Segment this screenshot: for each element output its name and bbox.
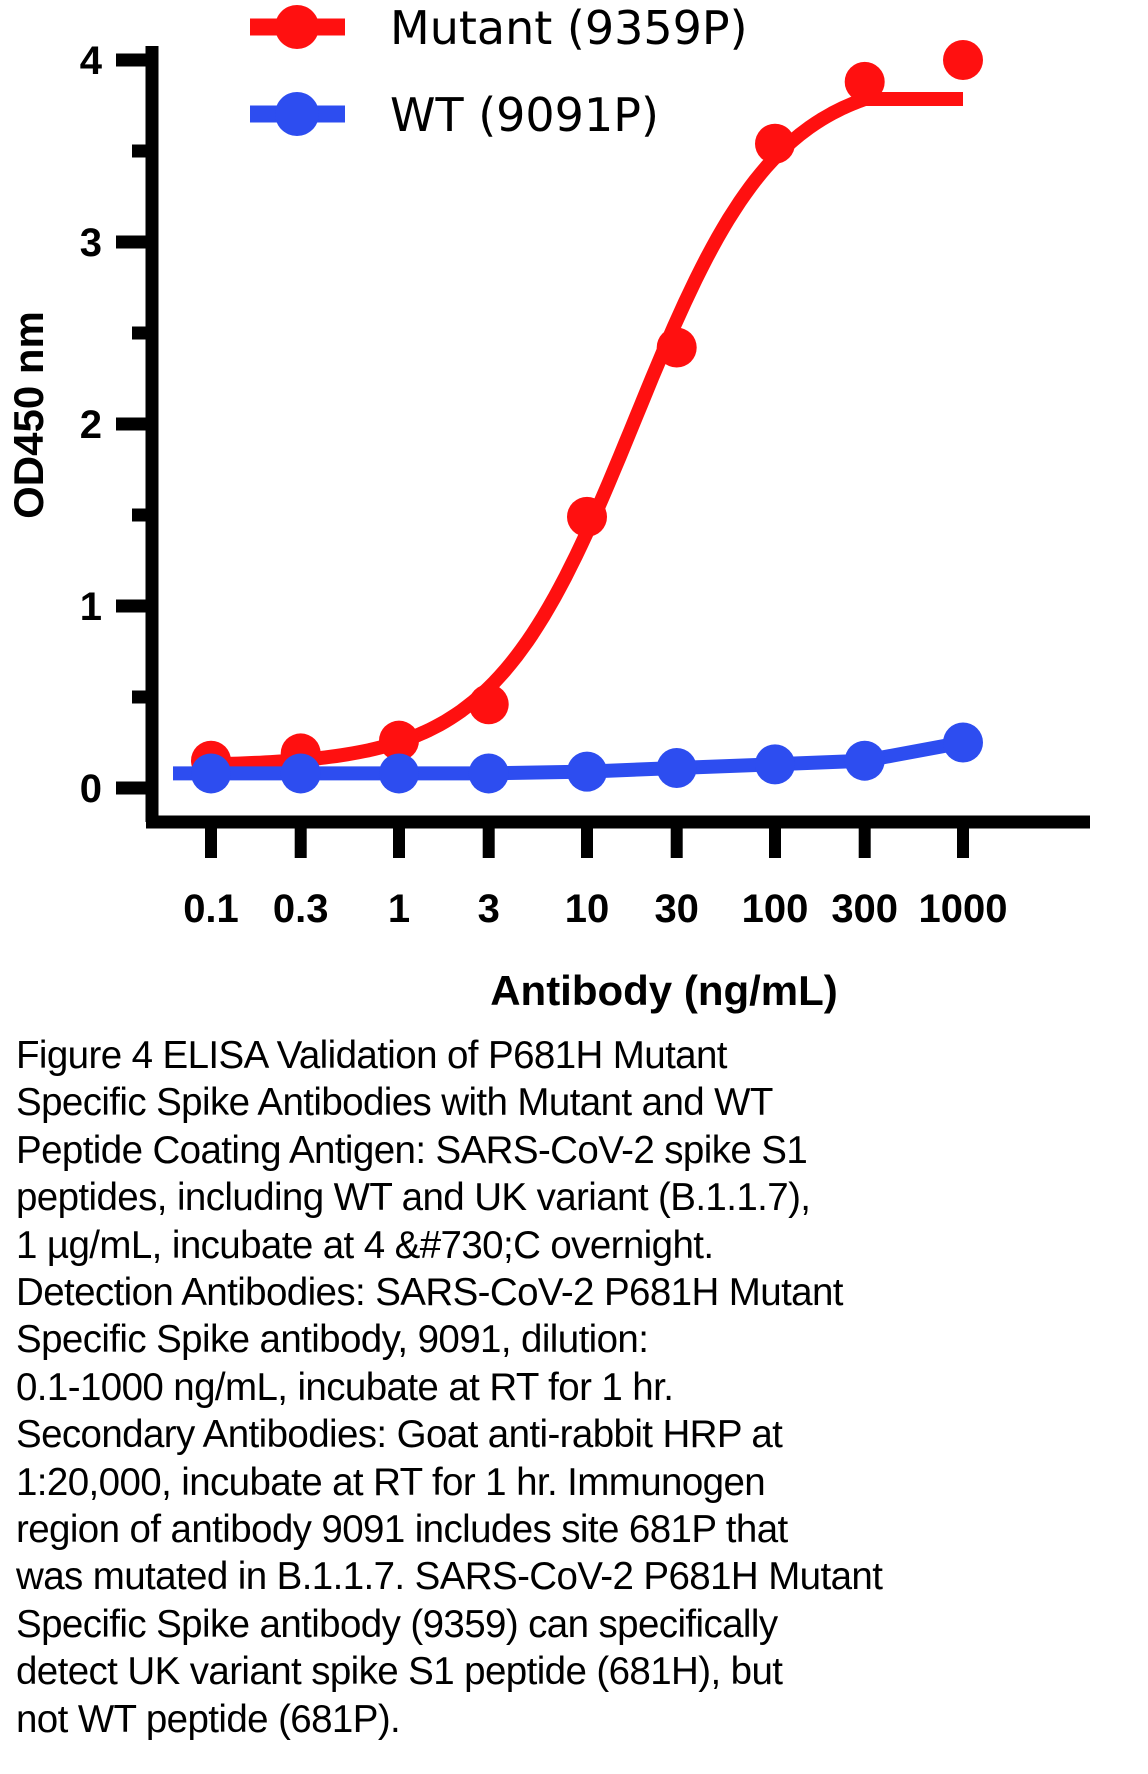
caption-line: not WT peptide (681P). [16,1697,401,1741]
mutant-data-point [943,40,983,80]
mutant-data-point [468,684,509,725]
elisa-chart: 0 1 2 3 4 0.1 0.3 1 3 10 30 100 300 1000 OD450 nm An… [5,1,1090,1014]
x-tick-label: 300 [831,887,898,931]
y-tick-label: 3 [80,221,102,265]
x-tick-label: 100 [742,887,809,931]
figure-caption: Figure 4 ELISA Validation of P681H Mutan… [16,1032,1136,1743]
wt-data-point [280,753,321,794]
y-tick-label: 0 [80,767,102,811]
x-axis-title: Antibody (ng/mL) [490,967,838,1014]
mutant-fit-curve [209,92,963,772]
caption-line: Figure 4 ELISA Validation of P681H Mutan… [16,1034,728,1077]
wt-line [173,735,965,781]
x-tick-label: 1000 [919,887,1008,931]
y-tick-label: 4 [80,39,103,83]
mutant-data-point [379,720,419,761]
legend-marker-mutant [275,5,319,49]
x-tick-label: 10 [565,887,610,931]
x-tick-label: 3 [478,887,500,931]
caption-line: Specific Spike Antibodies with Mutant an… [16,1081,773,1125]
caption-line: 1:20,000, incubate at RT for 1 hr. Immun… [16,1460,766,1504]
caption-line: Specific Spike antibody (9359) can speci… [16,1602,778,1646]
caption-line: 1 µg/mL, incubate at 4 &#730;C overnight… [16,1223,714,1267]
legend-label-wt: WT (9091P) [390,88,659,142]
wt-data-point [755,744,795,785]
legend-item-wt: WT (9091P) [250,88,659,142]
axes [145,46,1090,829]
caption-line: detect UK variant spike S1 peptide (681H… [16,1650,783,1694]
y-axis-title: OD450 nm [5,311,52,519]
y-tick-label: 2 [80,403,102,447]
mutant-data-point [567,496,607,537]
caption-line: was mutated in B.1.1.7. SARS-CoV-2 P681H… [16,1555,883,1599]
mutant-data-point [755,123,795,164]
caption-line: Detection Antibodies: SARS-CoV-2 P681H M… [16,1271,843,1315]
x-tick-label: 0.3 [273,887,329,931]
x-tick-label: 30 [654,887,699,931]
wt-data-point [379,753,419,794]
y-tick-label: 1 [80,585,102,629]
x-tick-label: 0.1 [183,887,239,931]
mutant-data-point [844,61,885,102]
wt-data-point [468,753,509,794]
caption-line: region of antibody 9091 includes site 68… [16,1508,788,1552]
x-tick-label: 1 [388,887,410,931]
wt-data-point [567,751,607,792]
caption-line: Peptide Coating Antigen: SARS-CoV-2 spik… [16,1128,808,1172]
wt-data-point [943,722,983,763]
x-ticks: 0.1 0.3 1 3 10 30 100 300 1000 [183,822,1007,931]
wt-data-point [656,747,697,788]
y-ticks: 0 1 2 3 4 [80,39,152,811]
caption-line: peptides, including WT and UK variant (B… [16,1176,811,1220]
legend-item-mutant: Mutant (9359P) [250,1,748,55]
legend: Mutant (9359P) WT (9091P) [250,1,748,142]
wt-data-point [191,753,231,794]
legend-label-mutant: Mutant (9359P) [390,1,748,55]
series-layer [173,40,983,794]
legend-marker-wt [275,92,319,136]
caption-line: Secondary Antibodies: Goat anti-rabbit H… [16,1413,783,1457]
caption-line: 0.1-1000 ng/mL, incubate at RT for 1 hr. [16,1365,674,1409]
wt-data-point [844,740,885,781]
caption-line: Specific Spike antibody, 9091, dilution: [16,1318,649,1362]
mutant-data-point [656,327,697,368]
